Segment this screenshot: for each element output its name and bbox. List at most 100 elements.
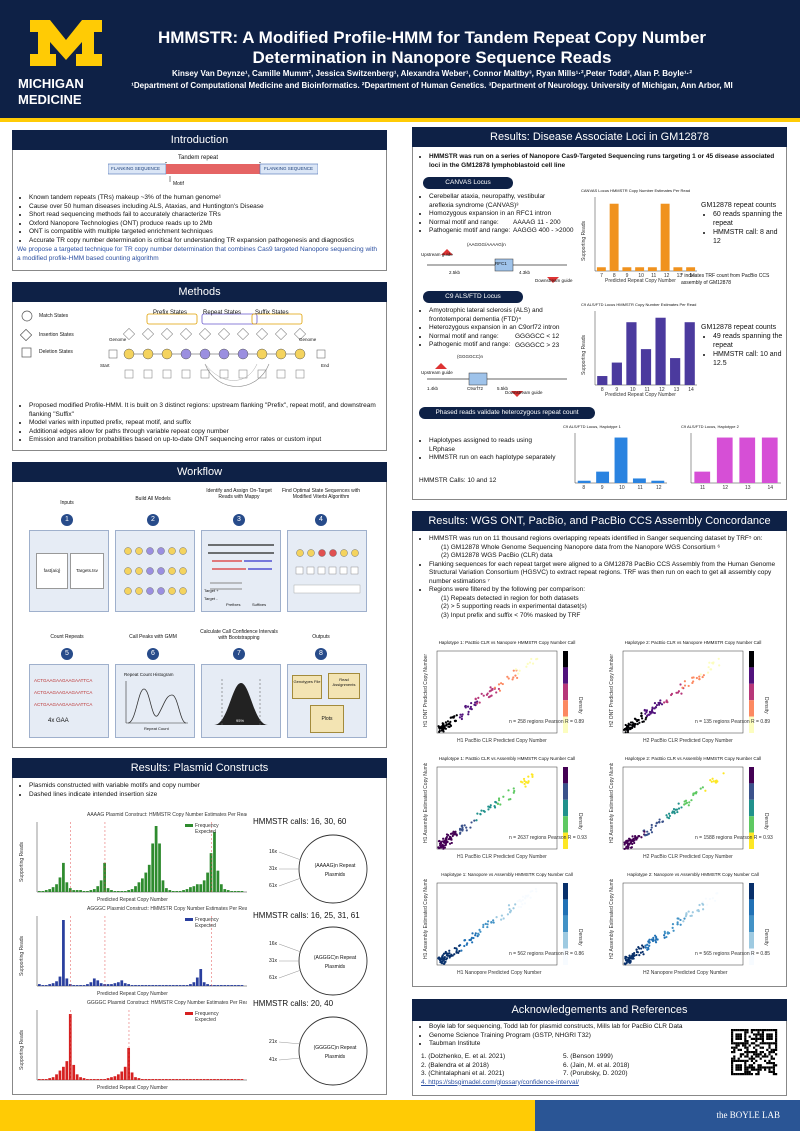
histogram-bar (72, 1064, 76, 1080)
qr-module (766, 1048, 769, 1051)
qr-module (744, 1037, 747, 1040)
scatter-point (690, 799, 693, 802)
bar (651, 480, 665, 483)
y-axis-label: Supporting Reads (581, 220, 587, 261)
qr-module (768, 1051, 771, 1054)
scatter-point (474, 704, 477, 707)
scatter-point (478, 928, 481, 931)
legend-frequency: Frequency (195, 823, 219, 829)
bar (739, 437, 756, 483)
scatter-point (648, 944, 651, 947)
qr-module (737, 1064, 740, 1067)
qr-module (735, 1029, 738, 1032)
qr-module (753, 1042, 756, 1045)
histogram-bar (165, 1079, 168, 1080)
scatter-point (501, 682, 504, 686)
qr-module (759, 1064, 762, 1067)
qr-module (733, 1057, 736, 1060)
qr-module (768, 1029, 771, 1032)
scatter-point (667, 812, 671, 815)
scatter-point (506, 675, 509, 678)
scatter-point (657, 703, 661, 706)
histogram-bar (189, 1079, 192, 1080)
histogram-bar (161, 880, 165, 892)
canvas-normal: AAAAG 11 - 200 (513, 219, 561, 226)
scatter-point (512, 676, 515, 679)
rfc1-gene: RFC1 (495, 261, 507, 266)
qr-module (733, 1073, 736, 1076)
histogram-bar (141, 1079, 144, 1080)
qr-module (735, 1035, 738, 1038)
histogram-bar (123, 983, 127, 986)
qr-module (731, 1051, 734, 1054)
histogram-bar (48, 889, 52, 892)
scatter-point (512, 791, 515, 794)
bar (647, 267, 657, 271)
scatter-point (677, 917, 680, 920)
histogram-bar (199, 884, 203, 892)
tick-label: 13 (674, 387, 680, 393)
disease-intro: HMMSTR was run on a series of Nanopore C… (417, 153, 782, 170)
scatter-plot: Density n = 135 regions Pearson R = 0.89 H… (609, 650, 770, 744)
x-axis-label: H2 Nanopore Predicted Copy Number (643, 970, 728, 976)
histogram-bar (144, 985, 148, 986)
scatter-point (632, 957, 635, 960)
step-8-label: Outputs (312, 634, 330, 640)
scatter-point (683, 684, 687, 687)
qr-module (770, 1066, 773, 1069)
scatter-point (455, 714, 458, 717)
histogram-bar (48, 984, 52, 986)
plasmid-chart-title: GGGGC Plasmid Construct: HMMSTR Copy Num… (87, 1000, 247, 1006)
tick-label: 11 (700, 485, 705, 491)
qr-module (746, 1029, 749, 1032)
scatter-point (644, 944, 647, 947)
histogram-bar (120, 891, 124, 892)
scatter-point (469, 707, 472, 710)
match-state (180, 348, 192, 360)
scatter-point (523, 779, 526, 783)
qr-module (737, 1033, 740, 1036)
scatter-point (687, 910, 690, 913)
scatter-plot: Density n = 2637 regions Pearson R = 0.93… (423, 763, 587, 860)
scatter-point (629, 727, 632, 731)
histogram-bar (86, 1079, 89, 1080)
qr-code-icon[interactable] (729, 1027, 779, 1077)
scatter-point (629, 960, 632, 963)
qr-module (735, 1044, 738, 1047)
qr-module (750, 1037, 753, 1040)
qr-module (733, 1029, 736, 1032)
qr-module (759, 1051, 762, 1054)
scatter-point (691, 911, 694, 914)
scatter-point (649, 712, 652, 715)
qr-module (761, 1042, 764, 1045)
histogram-bar (237, 1079, 240, 1080)
scatter-point (644, 718, 647, 721)
bar (632, 478, 646, 483)
viterbi-node (329, 549, 337, 557)
histogram-bar (165, 888, 168, 892)
scatter-point (480, 809, 483, 812)
qr-module (761, 1040, 764, 1043)
qr-module (731, 1064, 734, 1067)
scatter-point (629, 721, 633, 724)
scatter-point (623, 843, 626, 846)
scatter-point (440, 729, 443, 732)
scatter-point (493, 806, 497, 809)
qr-module (775, 1044, 778, 1047)
michigan-logo (30, 20, 102, 66)
qr-module (753, 1068, 756, 1071)
qr-module (735, 1064, 738, 1067)
scatter-point (629, 846, 633, 849)
scatter-point (623, 841, 626, 844)
colorbar-segment (563, 783, 568, 800)
scatter-point (507, 677, 510, 680)
scatter-point (460, 717, 463, 721)
ci-link[interactable]: 4. https://sbsgimadel.com/glossary/confi… (421, 1078, 579, 1086)
end-label: End (321, 363, 330, 368)
scatter-point (624, 955, 627, 958)
qr-module (775, 1033, 778, 1036)
scatter-point (631, 835, 634, 838)
genome-right: Genome (299, 337, 317, 342)
qr-module (770, 1035, 773, 1038)
scatter-point (654, 824, 657, 827)
